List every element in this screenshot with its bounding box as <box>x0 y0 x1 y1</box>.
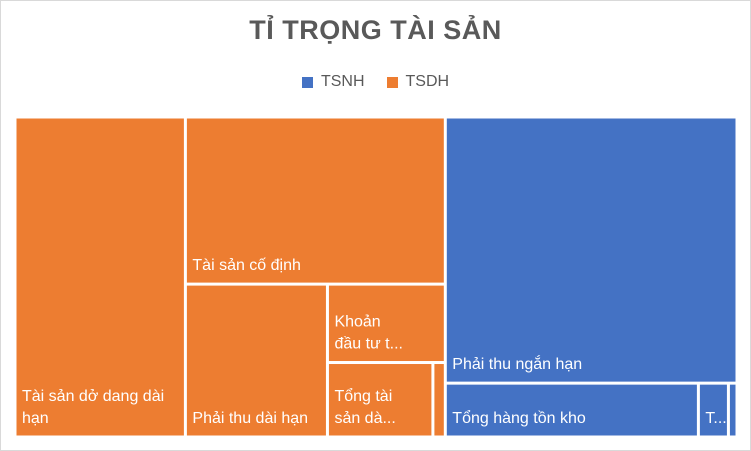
legend-swatch-tsnh <box>301 76 313 88</box>
treemap-tile-label: Phải thu ngắn hạn <box>452 354 582 373</box>
legend-item-tsdh: TSDH <box>386 73 450 91</box>
treemap-tile: T... <box>699 384 727 436</box>
treemap-tile-label: Tài sản dở dang dài <box>22 388 164 405</box>
treemap-tile: Tài sản dở dang dài hạn <box>16 118 184 436</box>
treemap-tile-rect <box>434 364 444 436</box>
treemap-tile-rect <box>446 384 697 436</box>
treemap-tile-rect <box>186 118 444 283</box>
treemap-tile-label: Tổng tài <box>334 387 392 405</box>
treemap-tile-rect <box>328 364 432 436</box>
treemap-tile: Khoản đầu tư t... <box>328 285 444 362</box>
treemap-tile-label: Khoản <box>334 314 380 331</box>
legend-label-tsnh: TSNH <box>320 73 365 90</box>
treemap-tile-label: Tài sản cố định <box>192 257 301 274</box>
legend-item-tsnh: TSNH <box>301 73 365 91</box>
treemap-tile: Tài sản cố định <box>186 118 444 283</box>
treemap-tile-label: sản dà... <box>334 410 395 427</box>
treemap-tile <box>729 384 736 436</box>
treemap-tile: Phải thu dài hạn <box>186 285 326 436</box>
treemap-tile: Tổng hàng tồn kho <box>446 384 697 436</box>
chart-title: TỈ TRỌNG TÀI SẢN <box>249 15 502 45</box>
treemap-tile-label: Tổng hàng tồn kho <box>452 409 586 427</box>
treemap-tile: Tổng tài sản dà... <box>328 364 432 436</box>
treemap-tile: Phải thu ngắn hạn <box>446 118 736 382</box>
legend-label-tsdh: TSDH <box>405 73 450 90</box>
treemap-tile-rect <box>729 384 736 436</box>
treemap-tile-rect <box>699 384 727 436</box>
treemap-tile-rect <box>186 285 326 436</box>
treemap-tile-rect <box>16 118 184 436</box>
legend-swatch-tsdh <box>386 76 398 88</box>
treemap-tile-label: Phải thu dài hạn <box>192 410 308 427</box>
treemap-tile-label: T... <box>705 410 726 427</box>
treemap-tile <box>434 364 444 436</box>
treemap-tile-rect <box>446 118 736 382</box>
treemap-tile-label: đầu tư t... <box>334 336 403 353</box>
legend: TSNH TSDH <box>1 73 750 91</box>
treemap-tile-label: hạn <box>22 410 49 427</box>
treemap-tile-rect <box>328 285 444 362</box>
